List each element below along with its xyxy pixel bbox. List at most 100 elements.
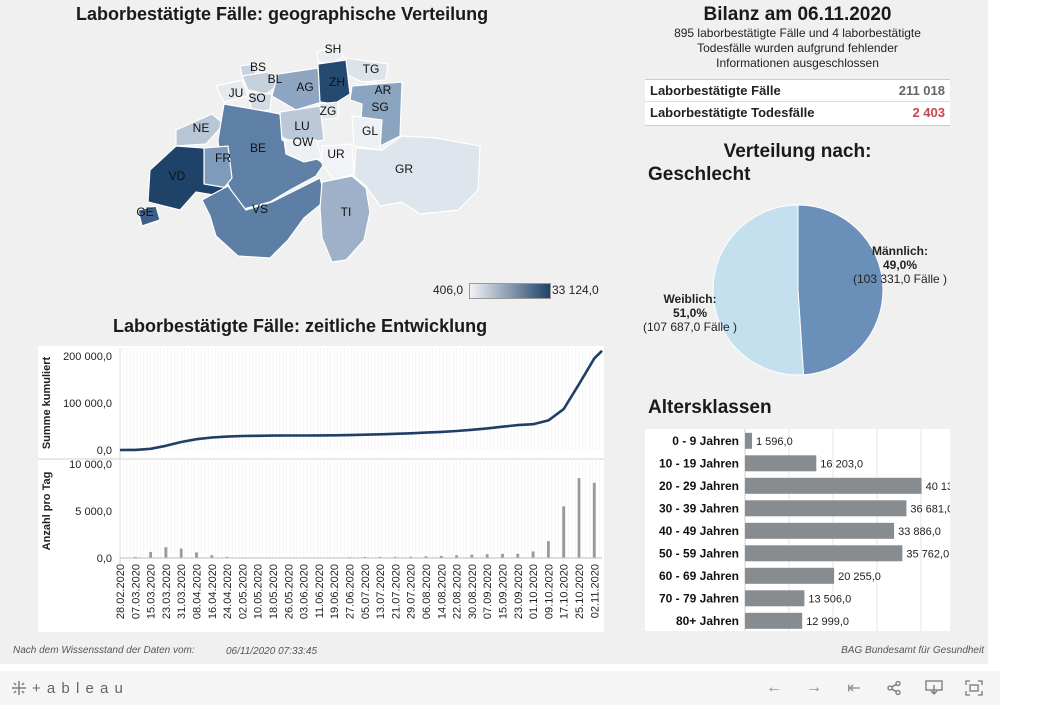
canton-label-gr: GR [395, 162, 413, 176]
kpi-cases-value: 211 018 [898, 83, 945, 98]
date-tick-label: 02.05.2020 [237, 564, 249, 619]
bilanz-note-line: 895 laborbestätigte Fälle und 4 laborbes… [674, 26, 921, 40]
pie-male-count: (103 331,0 Fälle ) [852, 272, 948, 286]
age-value-label: 16 203,0 [820, 458, 863, 470]
daily-bar [485, 554, 489, 558]
date-tick-label: 24.04.2020 [222, 564, 234, 619]
canton-label-vs: VS [252, 202, 268, 216]
bilanz-title: Bilanz am 06.11.2020 [703, 4, 892, 25]
canton-so [247, 91, 273, 113]
canton-ow [283, 139, 323, 163]
canton-zh [317, 59, 351, 105]
daily-bar [409, 556, 413, 558]
fullscreen-icon[interactable] [964, 678, 984, 698]
pie-male-label: Männlich: [872, 244, 928, 258]
undo-icon[interactable]: ← [766, 679, 782, 696]
canton-label-fr: FR [215, 151, 231, 165]
share-icon[interactable] [884, 678, 904, 698]
pie-label-male: Männlich: 49,0% (103 331,0 Fälle ) [845, 244, 955, 286]
map-legend-gradient [469, 283, 551, 299]
daily-bar [133, 556, 137, 558]
daily-tick-label: 5 000,0 [75, 506, 112, 518]
date-tick-label: 02.11.2020 [589, 564, 601, 618]
tableau-logo-icon [12, 681, 26, 695]
bilanz-note-line: Todesfälle wurden aufgrund fehlender [697, 41, 898, 55]
canton-bl [241, 71, 281, 95]
canton-label-be: BE [250, 141, 266, 155]
date-tick-label: 15.09.2020 [498, 564, 510, 619]
date-tick-label: 19.06.2020 [329, 564, 341, 619]
timeline-panel [38, 346, 604, 632]
canton-label-ow: OW [293, 135, 314, 149]
daily-bar [562, 506, 566, 558]
canton-label-ur: UR [327, 147, 345, 161]
age-category-label: 20 - 29 Jahren [659, 479, 739, 493]
pie-female-pct: 51,0% [672, 306, 708, 320]
dashboard: Laborbestätigte Fälle: geographische Ver… [0, 0, 988, 664]
kpi-deaths-label: Laborbestätigte Todesfälle [650, 105, 815, 120]
kpi-deaths-value: 2 403 [912, 105, 945, 120]
download-glyph [925, 680, 943, 695]
daily-bar [501, 553, 504, 558]
download-icon[interactable] [924, 678, 944, 698]
date-tick-label: 22.08.2020 [452, 564, 464, 619]
date-tick-label: 28.02.2020 [115, 564, 127, 619]
cum-tick-label: 0,0 [97, 445, 112, 457]
date-tick-label: 26.05.2020 [283, 564, 295, 619]
age-category-label: 30 - 39 Jahren [659, 501, 739, 515]
age-value-label: 13 506,0 [808, 593, 851, 605]
timeline-title: Laborbestätigte Fälle: zeitliche Entwick… [113, 316, 488, 336]
date-tick-label: 14.08.2020 [436, 564, 448, 619]
date-tick-label: 18.05.2020 [268, 564, 280, 619]
pie-female-label: Weiblich: [663, 292, 717, 306]
age-bar-chart[interactable]: 0 - 9 Jahren 1 596,0 10 - 19 Jahren 16 203,… [645, 429, 950, 631]
age-category-label: 40 - 49 Jahren [659, 524, 739, 538]
date-tick-label: 21.07.2020 [390, 564, 402, 619]
daily-bar [577, 478, 581, 558]
daily-bar [516, 553, 520, 558]
canton-label-bl: BL [268, 72, 283, 86]
date-tick-label: 17.10.2020 [559, 564, 571, 619]
age-category-label: 60 - 69 Jahren [659, 569, 739, 583]
age-category-label: 50 - 59 Jahren [659, 546, 739, 560]
sex-title-line2: Geschlecht [648, 164, 751, 185]
daily-bar [439, 555, 443, 558]
age-value-label: 33 886,0 [898, 526, 941, 538]
age-bar [745, 545, 903, 562]
age-value-label: 20 255,0 [838, 571, 881, 583]
date-tick-label: 15.03.2020 [146, 564, 158, 619]
date-tick-label: 07.03.2020 [130, 564, 142, 619]
daily-bar [164, 547, 168, 558]
age-bar [745, 500, 907, 517]
revert-icon[interactable]: ⇤ [847, 680, 861, 697]
canton-label-so: SO [248, 91, 265, 105]
canton-ge [137, 205, 161, 227]
sex-title-line1: Verteilung nach: [723, 141, 872, 162]
date-tick-label: 27.06.2020 [345, 564, 357, 619]
daily-bar [210, 555, 214, 558]
canton-label-vd: VD [169, 169, 186, 183]
share-glyph [887, 680, 901, 696]
tableau-toolbar: + a b l e a u ← → ⇤ [0, 671, 1000, 705]
daily-bar [149, 551, 152, 558]
daily-bar [424, 556, 428, 558]
sex-pie-chart[interactable] [705, 197, 891, 383]
kpi-table [645, 79, 950, 126]
footer-timestamp: 06/11/2020 07:33:45 [226, 646, 318, 657]
canton-label-gl: GL [362, 124, 378, 138]
canton-ti [319, 175, 371, 263]
footer-note: Nach dem Wissensstand der Daten vom: [13, 645, 195, 656]
canton-label-lu: LU [294, 119, 309, 133]
canton-ne [175, 113, 225, 147]
timeline-chart[interactable]: 200 000,0 100 000,0 0,0 10 000,0 5 000,0 0,0 S… [0, 340, 610, 636]
date-tick-label: 23.03.2020 [161, 564, 173, 619]
tableau-logo[interactable]: + a b l e a u [10, 679, 124, 697]
map-title: Laborbestätigte Fälle: geographische Ver… [76, 4, 489, 24]
fullscreen-glyph [965, 680, 983, 696]
bilanz-note-line: Informationen ausgeschlossen [716, 56, 879, 70]
daily-bar [531, 551, 535, 558]
pie-female-count: (107 687,0 Fälle ) [642, 320, 738, 334]
redo-icon[interactable]: → [806, 679, 822, 696]
age-bar [745, 522, 895, 539]
